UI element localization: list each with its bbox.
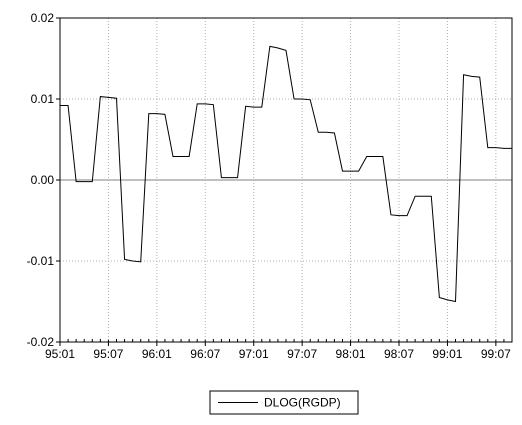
x-tick-label: 97:07 xyxy=(287,347,317,361)
x-tick-label: 98:01 xyxy=(336,347,366,361)
legend-label: DLOG(RGDP) xyxy=(264,396,341,410)
legend-box xyxy=(209,390,359,415)
x-tick-label: 95:07 xyxy=(93,347,123,361)
x-tick-label: 99:01 xyxy=(432,347,462,361)
plot-frame xyxy=(59,17,513,343)
y-tick-label: 0.01 xyxy=(31,92,55,106)
x-tick-label: 97:01 xyxy=(239,347,269,361)
x-tick-label: 95:01 xyxy=(45,347,75,361)
x-tick-label: 96:07 xyxy=(190,347,220,361)
y-tick-label: 0.02 xyxy=(31,11,55,25)
y-tick-label: -0.01 xyxy=(27,254,55,268)
x-tick-label: 98:07 xyxy=(384,347,414,361)
x-tick-label: 99:07 xyxy=(481,347,511,361)
x-tick-label: 96:01 xyxy=(142,347,172,361)
series-line xyxy=(60,45,512,303)
y-tick-label: -0.02 xyxy=(27,335,55,349)
y-tick-label: 0.00 xyxy=(31,173,55,187)
